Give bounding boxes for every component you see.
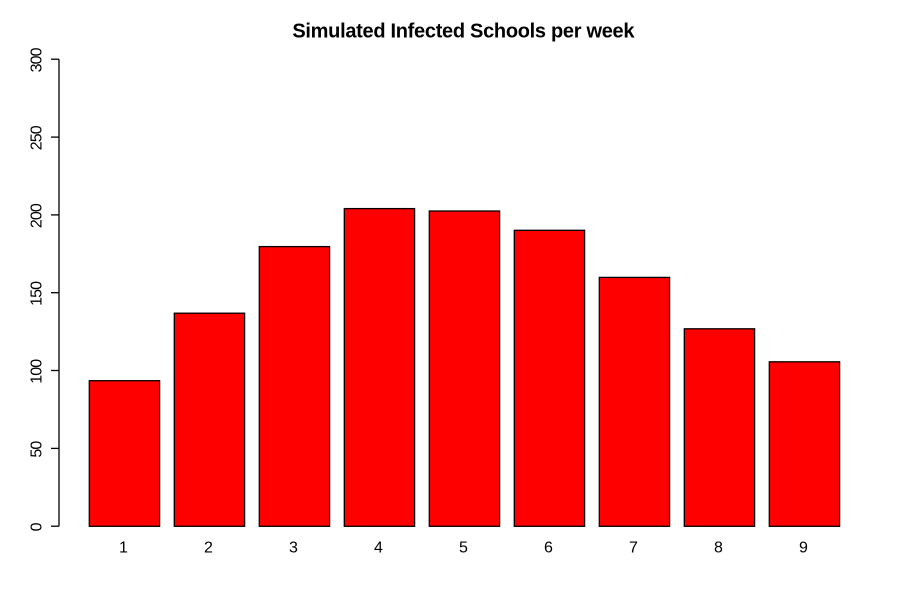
- svg-text:7: 7: [629, 540, 638, 557]
- svg-text:8: 8: [714, 540, 723, 557]
- svg-text:200: 200: [29, 203, 46, 228]
- svg-text:Simulated Infected Schools per: Simulated Infected Schools per week: [292, 21, 635, 43]
- svg-text:5: 5: [459, 540, 468, 557]
- svg-text:250: 250: [29, 125, 46, 150]
- svg-text:2: 2: [204, 540, 213, 557]
- svg-text:0: 0: [29, 522, 46, 531]
- svg-text:6: 6: [544, 540, 553, 557]
- svg-text:150: 150: [29, 281, 46, 306]
- svg-text:3: 3: [289, 540, 298, 557]
- svg-text:50: 50: [29, 441, 46, 458]
- svg-text:1: 1: [119, 540, 128, 557]
- svg-text:100: 100: [29, 359, 46, 384]
- svg-text:9: 9: [799, 540, 808, 557]
- svg-text:300: 300: [29, 47, 46, 72]
- svg-text:4: 4: [374, 540, 383, 557]
